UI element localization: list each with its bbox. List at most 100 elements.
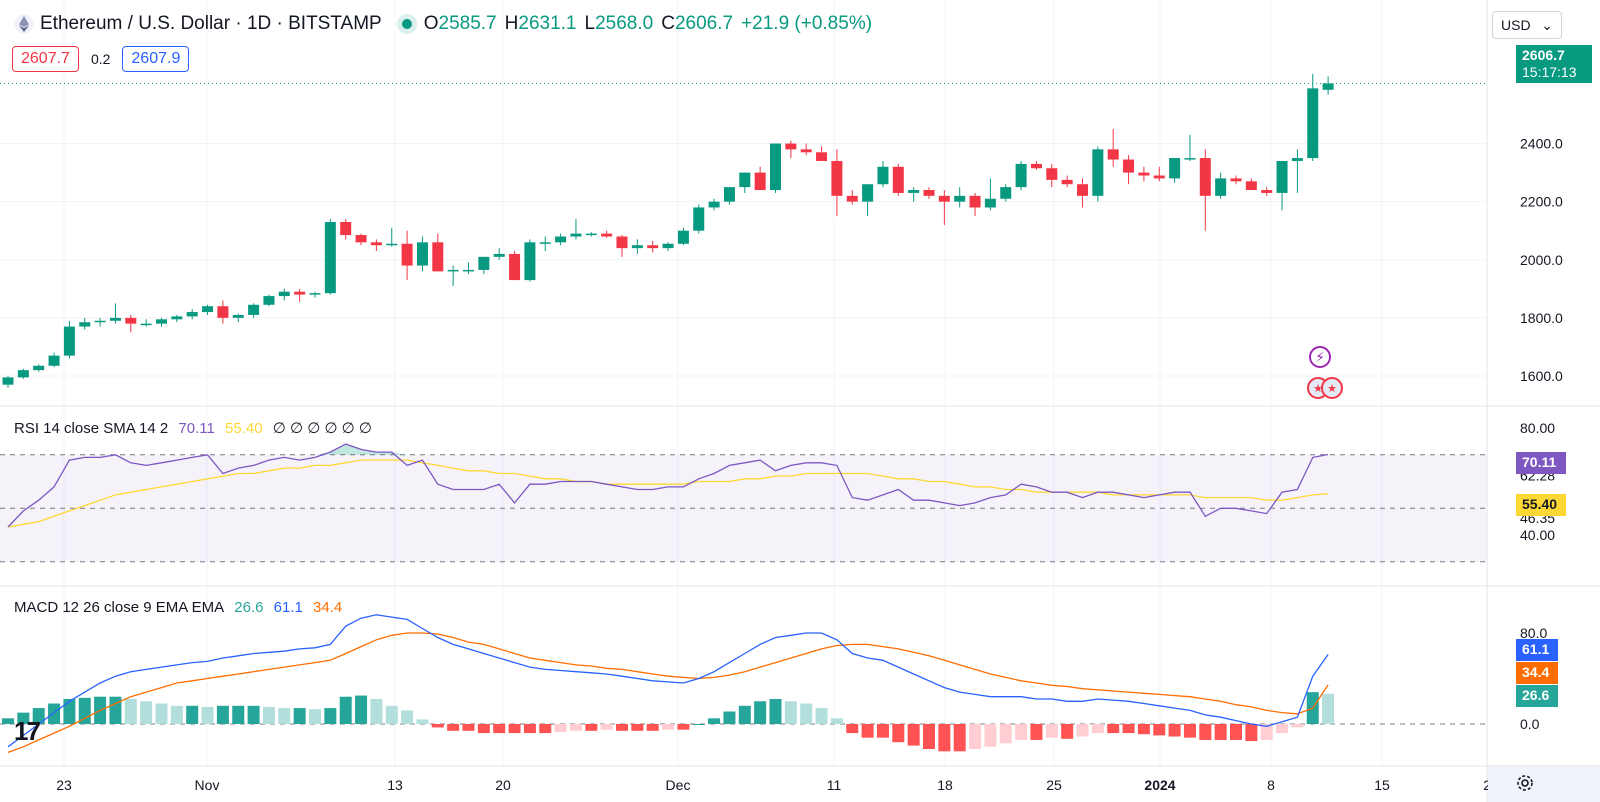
high-label: H xyxy=(504,13,519,34)
histogram-bar-negative xyxy=(1183,724,1196,738)
sell-button[interactable]: 2607.7 xyxy=(12,46,79,72)
candle-down xyxy=(1199,158,1211,196)
candle-up xyxy=(324,221,336,294)
candle-down xyxy=(125,317,137,324)
buy-button[interactable]: 2607.9 xyxy=(122,46,190,72)
currency-select[interactable]: USD ⌄ xyxy=(1492,11,1562,39)
histogram-bar-positive xyxy=(124,698,137,724)
candle-up xyxy=(48,355,60,366)
candle-up xyxy=(94,320,106,323)
bar-countdown: 15:17:13 xyxy=(1522,64,1577,80)
tradingview-logo[interactable]: 17 xyxy=(14,716,41,746)
histogram-bar-positive xyxy=(692,724,705,725)
candle-up xyxy=(631,245,643,249)
histogram-bar-positive xyxy=(201,706,214,724)
histogram-bar-negative xyxy=(646,724,659,731)
histogram-bar-negative xyxy=(600,724,613,730)
candle-up xyxy=(723,187,735,202)
macd-value-tag: 61.1 xyxy=(1516,639,1558,661)
histogram-bar-negative xyxy=(539,724,552,734)
candle-down xyxy=(616,236,628,249)
price-axis-label: 2200.0 xyxy=(1520,194,1563,210)
histogram-bar-positive xyxy=(247,705,260,724)
rsi-line xyxy=(7,443,1329,528)
candle-up xyxy=(908,190,920,193)
histogram-bar-positive xyxy=(355,695,368,724)
histogram-bar-positive xyxy=(385,705,398,724)
market-status-icon[interactable] xyxy=(401,19,412,29)
histogram-bar-negative xyxy=(431,724,444,728)
last-price-tag: 2606.7 15:17:13 xyxy=(1516,45,1592,83)
gear-icon[interactable] xyxy=(1514,772,1536,794)
macd-axis-label: 0.0 xyxy=(1520,716,1540,732)
x-axis-label: 8 xyxy=(1267,777,1275,793)
candle-down xyxy=(340,221,352,236)
rsi-legend: RSI 14 close SMA 14 2 70.11 55.40 ∅ ∅ ∅ … xyxy=(14,419,378,437)
candles-group xyxy=(2,73,1334,388)
histogram-bar-negative xyxy=(876,724,889,738)
lightning-event-icon[interactable]: ⚡ xyxy=(1309,346,1331,368)
histogram-bar-negative xyxy=(662,724,675,730)
candle-up xyxy=(693,207,705,231)
candle-up xyxy=(416,242,428,266)
price-axis-label: 1600.0 xyxy=(1520,368,1563,384)
ethereum-icon xyxy=(14,14,34,34)
candle-up xyxy=(539,242,551,244)
candle-down xyxy=(846,195,858,202)
macd-axis-label: 80.0 xyxy=(1520,625,1547,641)
low-label: L xyxy=(584,13,596,34)
quote-boxes: 2607.7 0.2 2607.9 xyxy=(12,46,190,72)
rsi-legend-empty-values: ∅ ∅ ∅ ∅ ∅ ∅ xyxy=(272,420,372,437)
candle-down xyxy=(509,253,521,281)
close-label: C xyxy=(661,13,675,34)
candle-up xyxy=(862,184,874,202)
histogram-bar-negative xyxy=(1230,724,1242,740)
candle-up xyxy=(877,166,889,185)
spread-value: 0.2 xyxy=(90,51,111,67)
x-axis-label: 2024 xyxy=(1144,777,1175,793)
us-flag-icon-2[interactable]: ★ xyxy=(1321,377,1343,399)
histogram-bar-positive xyxy=(170,705,183,724)
histogram-bar-negative xyxy=(493,724,506,734)
candle-up xyxy=(171,316,183,320)
histogram-bar-positive xyxy=(708,718,721,724)
histogram-bar-positive xyxy=(370,698,383,724)
candle-up xyxy=(202,306,214,313)
x-axis-label: 25 xyxy=(1046,777,1062,793)
histogram-bar-negative xyxy=(1260,724,1273,740)
histogram-bar-positive xyxy=(324,708,337,724)
x-axis-label: 13 xyxy=(387,777,403,793)
candle-down xyxy=(892,166,904,193)
candle-up xyxy=(954,195,966,202)
symbol-title[interactable]: Ethereum / U.S. Dollar · 1D · BITSTAMP xyxy=(40,13,382,34)
candle-up xyxy=(447,269,459,272)
histogram-bar-negative xyxy=(953,724,966,752)
x-axis-label: 23 xyxy=(56,777,72,793)
histogram-bar-positive xyxy=(155,703,168,724)
macd-line xyxy=(7,614,1329,748)
rsi-legend-title[interactable]: RSI 14 close SMA 14 2 xyxy=(14,420,169,437)
candle-up xyxy=(17,370,29,378)
candle-up xyxy=(1015,163,1027,188)
x-axis-label: Nov xyxy=(195,777,220,793)
histogram-bar-negative xyxy=(1276,724,1289,734)
histogram-bar-negative xyxy=(984,724,997,747)
candle-down xyxy=(1123,159,1135,173)
histogram-bar-positive xyxy=(17,712,30,724)
candle-up xyxy=(463,269,474,272)
symbol-header: Ethereum / U.S. Dollar · 1D · BITSTAMP O… xyxy=(14,10,872,38)
rsi-axis-label: 40.00 xyxy=(1520,527,1555,543)
axis-corner xyxy=(1488,767,1600,802)
candle-down xyxy=(1107,149,1119,160)
histogram-bar-negative xyxy=(999,724,1012,744)
macd-legend-title[interactable]: MACD 12 26 close 9 EMA EMA xyxy=(14,599,225,616)
histogram-bar-positive xyxy=(738,705,751,724)
histogram-bar-negative xyxy=(1214,724,1227,740)
currency-value: USD xyxy=(1501,17,1531,33)
macd-hist-legend-value: 26.6 xyxy=(234,599,264,616)
histogram-bar-negative xyxy=(1122,724,1135,734)
price-axis-label: 1800.0 xyxy=(1520,310,1563,326)
candle-up xyxy=(570,233,582,237)
histogram-value-tag: 26.6 xyxy=(1516,685,1558,707)
